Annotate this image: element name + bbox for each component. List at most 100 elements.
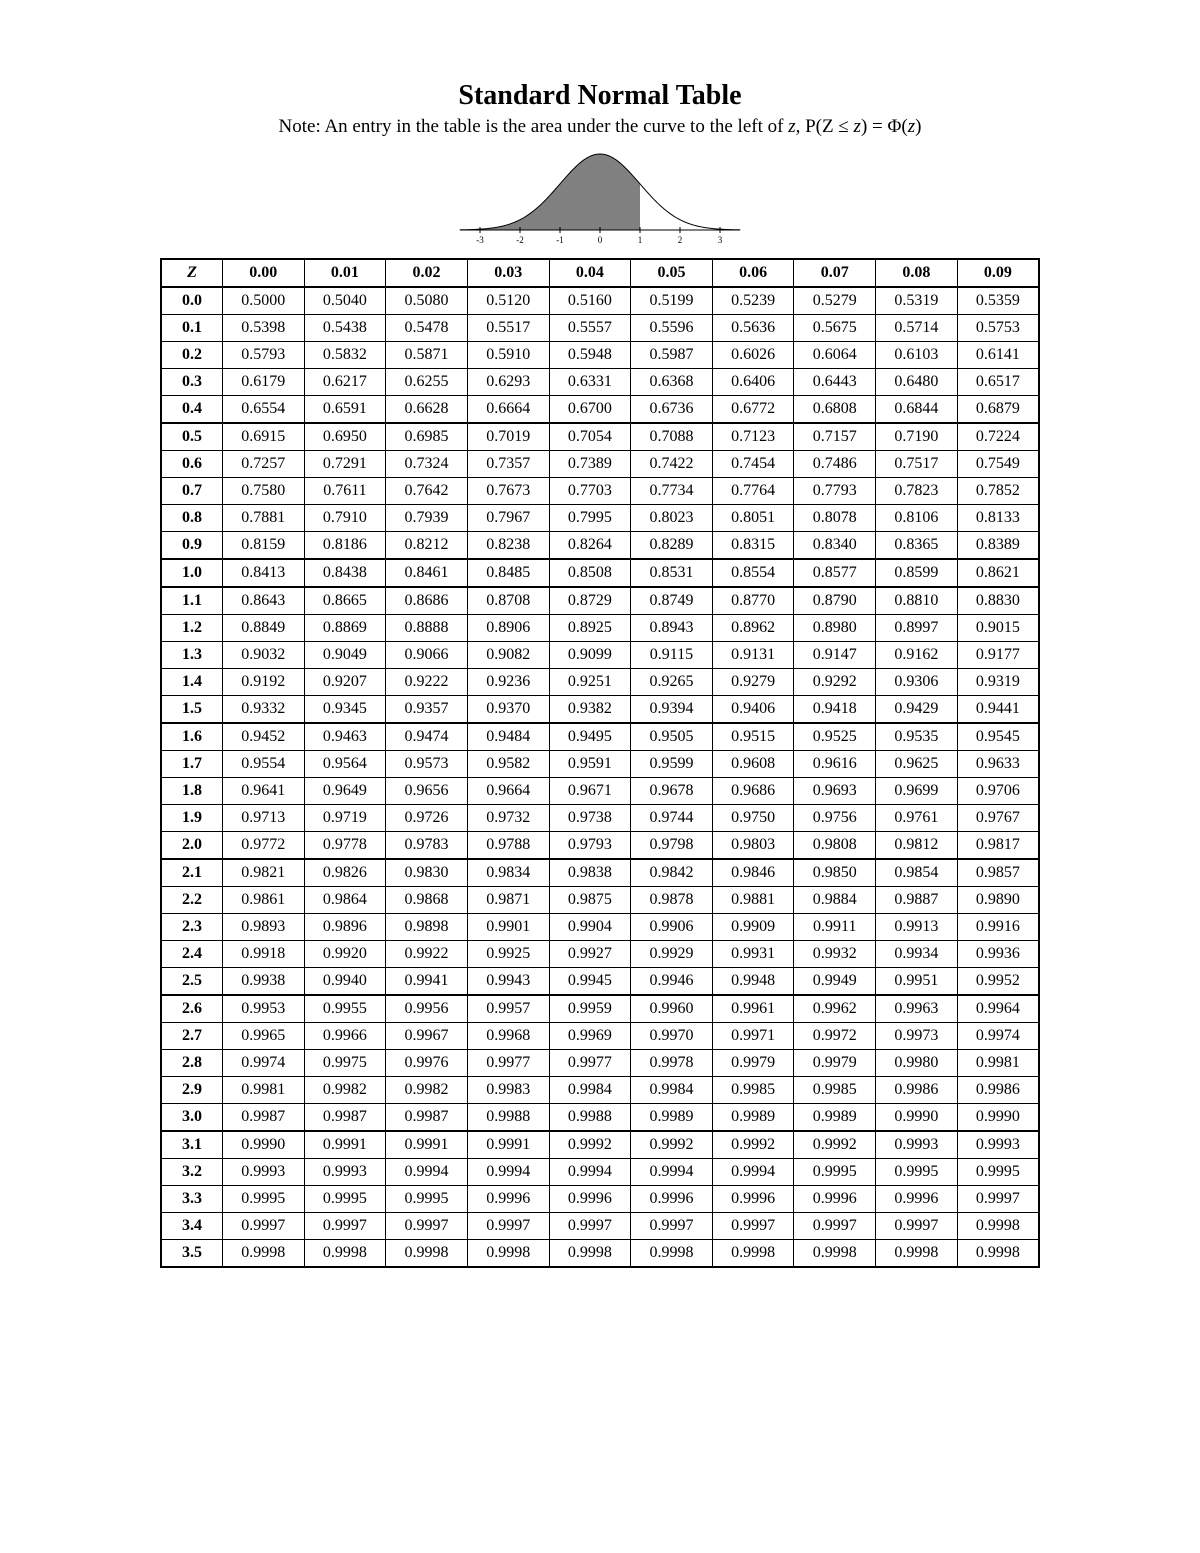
cell: 0.9838	[549, 859, 631, 887]
cell: 0.9994	[712, 1159, 794, 1186]
cell: 0.9977	[467, 1050, 549, 1077]
cell: 0.8413	[222, 559, 304, 587]
cell: 0.9920	[304, 941, 386, 968]
cell: 0.9976	[386, 1050, 468, 1077]
cell: 0.9744	[631, 805, 713, 832]
cell: 0.9846	[712, 859, 794, 887]
cell: 0.8508	[549, 559, 631, 587]
row-header: 1.5	[161, 696, 222, 724]
row-header: 2.4	[161, 941, 222, 968]
cell: 0.9429	[876, 696, 958, 724]
cell: 0.9082	[467, 642, 549, 669]
row-header: 0.2	[161, 342, 222, 369]
cell: 0.9761	[876, 805, 958, 832]
cell: 0.9992	[549, 1131, 631, 1159]
cell: 0.9985	[794, 1077, 876, 1104]
row-header: 2.7	[161, 1023, 222, 1050]
cell: 0.7389	[549, 451, 631, 478]
cell: 0.9997	[222, 1213, 304, 1240]
cell: 0.6368	[631, 369, 713, 396]
cell: 0.6217	[304, 369, 386, 396]
cell: 0.9995	[794, 1159, 876, 1186]
cell: 0.8708	[467, 587, 549, 615]
cell: 0.9525	[794, 723, 876, 751]
cell: 0.9953	[222, 995, 304, 1023]
cell: 0.9049	[304, 642, 386, 669]
cell: 0.9573	[386, 751, 468, 778]
cell: 0.5279	[794, 287, 876, 315]
cell: 0.5517	[467, 315, 549, 342]
cell: 0.9929	[631, 941, 713, 968]
cell: 0.9979	[794, 1050, 876, 1077]
cell: 0.8790	[794, 587, 876, 615]
cell: 0.9817	[957, 832, 1039, 860]
cell: 0.6554	[222, 396, 304, 424]
cell: 0.9943	[467, 968, 549, 996]
cell: 0.9998	[876, 1240, 958, 1268]
cell: 0.9987	[222, 1104, 304, 1132]
cell: 0.9938	[222, 968, 304, 996]
cell: 0.8264	[549, 532, 631, 560]
cell: 0.9357	[386, 696, 468, 724]
row-header: 1.6	[161, 723, 222, 751]
cell: 0.9990	[222, 1131, 304, 1159]
cell: 0.9995	[957, 1159, 1039, 1186]
cell: 0.9998	[712, 1240, 794, 1268]
cell: 0.9808	[794, 832, 876, 860]
cell: 0.6406	[712, 369, 794, 396]
cell: 0.9515	[712, 723, 794, 751]
cell: 0.9996	[467, 1186, 549, 1213]
svg-text:-2: -2	[516, 235, 524, 245]
cell: 0.7190	[876, 423, 958, 451]
cell: 0.9927	[549, 941, 631, 968]
cell: 0.8340	[794, 532, 876, 560]
cell: 0.8315	[712, 532, 794, 560]
cell: 0.9979	[712, 1050, 794, 1077]
cell: 0.8906	[467, 615, 549, 642]
row-header: 2.5	[161, 968, 222, 996]
cell: 0.7910	[304, 505, 386, 532]
cell: 0.9922	[386, 941, 468, 968]
cell: 0.9982	[386, 1077, 468, 1104]
cell: 0.8078	[794, 505, 876, 532]
cell: 0.8554	[712, 559, 794, 587]
cell: 0.9985	[712, 1077, 794, 1104]
cell: 0.9898	[386, 914, 468, 941]
col-header: 0.08	[876, 259, 958, 287]
row-header: 0.3	[161, 369, 222, 396]
cell: 0.8686	[386, 587, 468, 615]
cell: 0.7257	[222, 451, 304, 478]
cell: 0.9279	[712, 669, 794, 696]
cell: 0.7673	[467, 478, 549, 505]
cell: 0.9306	[876, 669, 958, 696]
cell: 0.7995	[549, 505, 631, 532]
cell: 0.7422	[631, 451, 713, 478]
cell: 0.9931	[712, 941, 794, 968]
page-title: Standard Normal Table	[160, 80, 1040, 112]
cell: 0.9996	[631, 1186, 713, 1213]
cell: 0.9995	[876, 1159, 958, 1186]
cell: 0.9984	[549, 1077, 631, 1104]
row-header: 2.9	[161, 1077, 222, 1104]
cell: 0.9996	[876, 1186, 958, 1213]
cell: 0.6950	[304, 423, 386, 451]
cell: 0.6736	[631, 396, 713, 424]
row-header: 0.6	[161, 451, 222, 478]
svg-text:3: 3	[718, 235, 723, 245]
col-header: 0.00	[222, 259, 304, 287]
cell: 0.9932	[794, 941, 876, 968]
cell: 0.9115	[631, 642, 713, 669]
cell: 0.9989	[712, 1104, 794, 1132]
cell: 0.9015	[957, 615, 1039, 642]
cell: 0.8849	[222, 615, 304, 642]
cell: 0.9913	[876, 914, 958, 941]
cell: 0.7549	[957, 451, 1039, 478]
cell: 0.9864	[304, 887, 386, 914]
cell: 0.7642	[386, 478, 468, 505]
cell: 0.7291	[304, 451, 386, 478]
cell: 0.8621	[957, 559, 1039, 587]
cell: 0.9963	[876, 995, 958, 1023]
cell: 0.8643	[222, 587, 304, 615]
col-header: 0.01	[304, 259, 386, 287]
cell: 0.9474	[386, 723, 468, 751]
